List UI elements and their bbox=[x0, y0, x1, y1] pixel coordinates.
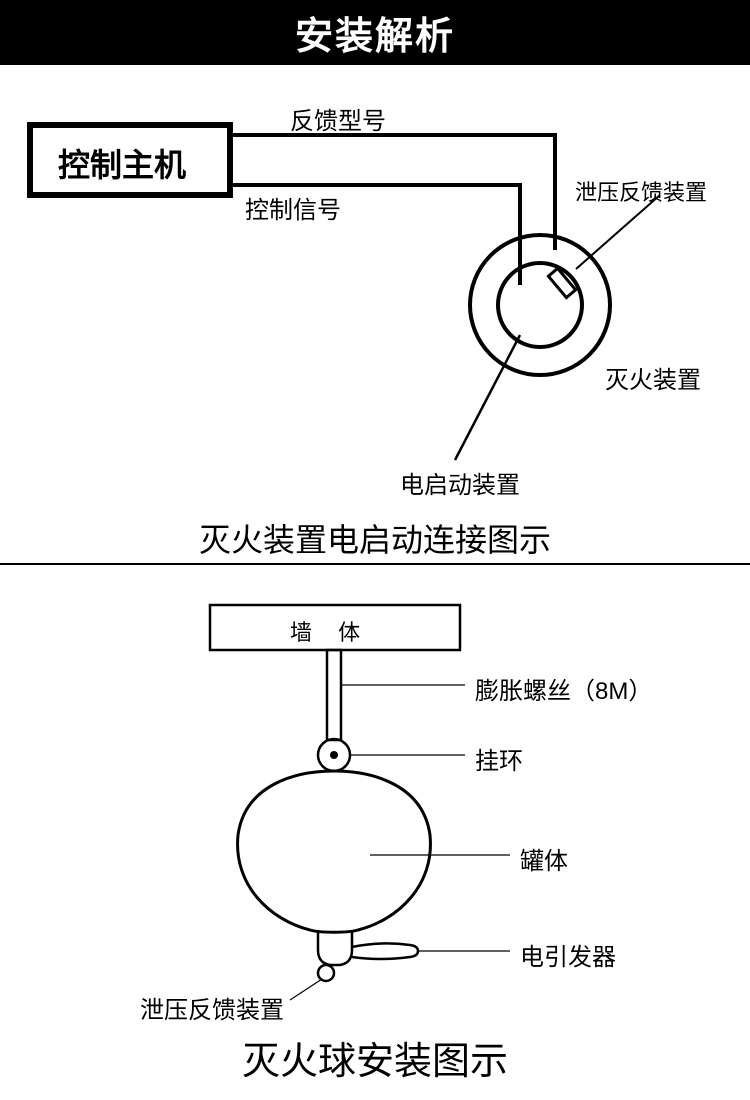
connection-diagram-section: 控制主机 反馈型号 控制信号 泄压反馈装置 灭火装置 电启动装置 灭火装置电启动… bbox=[0, 65, 750, 565]
electric-starter-label: 电启动装置 bbox=[400, 465, 520, 500]
electric-igniter-label: 电引发器 bbox=[520, 937, 616, 972]
tank-body-shape bbox=[238, 771, 431, 932]
hanging-ring-label: 挂环 bbox=[475, 741, 523, 776]
extinguisher-label: 灭火装置 bbox=[605, 360, 701, 395]
hanging-ring-dot bbox=[330, 751, 338, 759]
diagram2-caption: 灭火球安装图示 bbox=[0, 1030, 750, 1085]
wall-label: 墙 体 bbox=[290, 615, 370, 647]
extinguisher-outer-circle bbox=[470, 235, 610, 375]
pressure-feedback-pointer-2 bbox=[290, 979, 322, 1000]
mounting-diagram-section: 墙 体 膨胀螺丝（8M） 挂环 罐体 电引发器 泄压反馈装置 灭火球安装图示 bbox=[0, 565, 750, 1095]
expansion-screw-shape bbox=[327, 650, 341, 740]
page-title: 安装解析 bbox=[0, 0, 750, 65]
pressure-feedback-label-2: 泄压反馈装置 bbox=[140, 990, 284, 1025]
pressure-feedback-knob bbox=[318, 965, 334, 981]
mounting-diagram-svg bbox=[0, 565, 750, 1095]
expansion-screw-label: 膨胀螺丝（8M） bbox=[475, 671, 652, 706]
tank-body-label: 罐体 bbox=[520, 841, 568, 876]
diagram1-caption: 灭火装置电启动连接图示 bbox=[0, 515, 750, 561]
extinguisher-inner-circle bbox=[498, 263, 582, 347]
igniter-shape bbox=[352, 943, 418, 959]
control-signal-label: 控制信号 bbox=[245, 190, 341, 225]
tank-neck-shape bbox=[318, 930, 352, 965]
pressure-feedback-shape bbox=[548, 268, 575, 297]
control-host-label: 控制主机 bbox=[58, 140, 186, 186]
pressure-feedback-label-1: 泄压反馈装置 bbox=[575, 175, 707, 207]
feedback-signal-label: 反馈型号 bbox=[290, 101, 386, 136]
